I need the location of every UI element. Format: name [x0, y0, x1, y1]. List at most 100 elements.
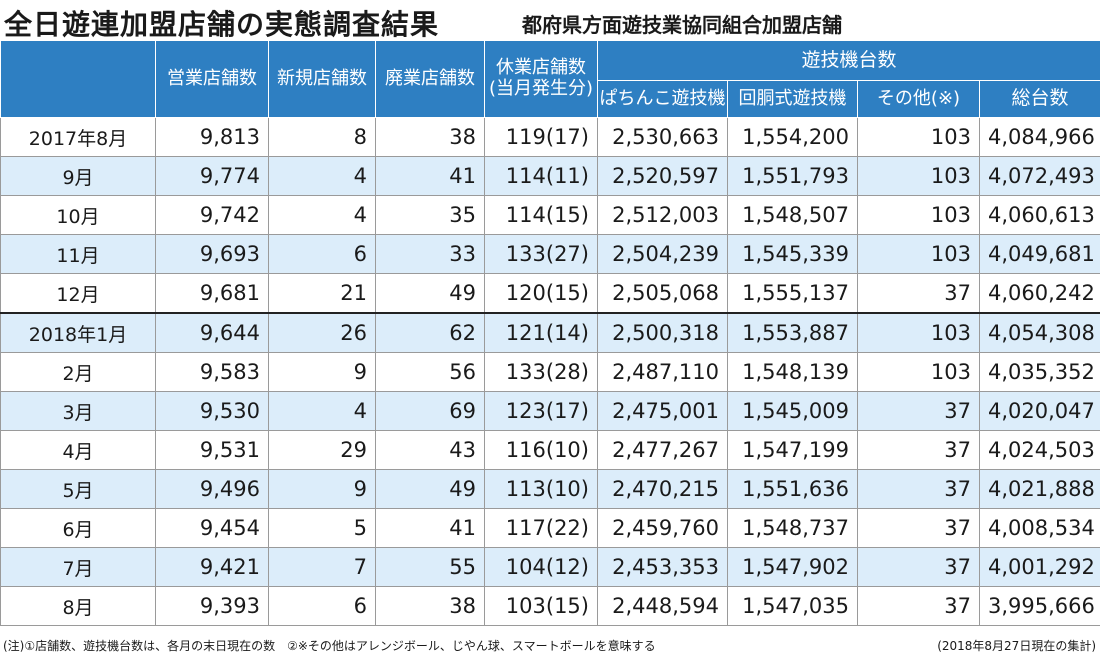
- cell-other: 37: [857, 469, 980, 509]
- cell-month: 6月: [0, 508, 156, 548]
- cell-slot: 1,548,737: [727, 508, 858, 548]
- table-row: 10月 9,742 4 35 114(15) 2,512,003 1,548,507 103 4…: [0, 195, 1100, 235]
- cell-slot: 1,553,887: [727, 312, 858, 353]
- cell-month: 3月: [0, 391, 156, 431]
- header-month: [0, 40, 156, 118]
- cell-month: 4月: [0, 430, 156, 470]
- cell-total: 4,060,242: [978, 273, 1100, 314]
- cell-new: 21: [268, 273, 376, 314]
- cell-other: 103: [857, 312, 980, 353]
- header: 全日遊連加盟店舗の実態調査結果 都府県方面遊技業協同組合加盟店舗: [0, 0, 1100, 41]
- table-row: 2017年8月 9,813 8 38 119(17) 2,530,663 1,554,200…: [0, 117, 1100, 157]
- cell-business: 9,693: [155, 234, 269, 274]
- cell-business: 9,393: [155, 586, 269, 626]
- header-suspended-line1: 休業店舗数: [496, 57, 586, 79]
- cell-new: 6: [268, 586, 376, 626]
- cell-business: 9,681: [155, 273, 269, 314]
- cell-new: 9: [268, 352, 376, 392]
- table-row: 6月 9,454 5 41 117(22) 2,459,760 1,548,737 37 4,0…: [0, 508, 1100, 548]
- cell-closed: 41: [375, 156, 485, 196]
- header-machines-group: 遊技機台数: [596, 40, 1100, 81]
- header-suspended-stores: 休業店舗数 (当月発生分): [484, 40, 598, 118]
- cell-closed: 38: [375, 117, 485, 157]
- cell-pachinko: 2,470,215: [597, 469, 728, 509]
- cell-total: 4,049,681: [978, 234, 1100, 274]
- cell-business: 9,774: [155, 156, 269, 196]
- cell-new: 4: [268, 156, 376, 196]
- cell-total: 4,024,503: [978, 430, 1100, 470]
- cell-closed: 56: [375, 352, 485, 392]
- cell-pachinko: 2,459,760: [597, 508, 728, 548]
- cell-slot: 1,548,139: [727, 352, 858, 392]
- cell-suspended: 116(10): [484, 430, 598, 470]
- cell-pachinko: 2,453,353: [597, 547, 728, 587]
- cell-business: 9,742: [155, 195, 269, 235]
- cell-closed: 38: [375, 586, 485, 626]
- cell-suspended: 119(17): [484, 117, 598, 157]
- cell-total: 4,035,352: [978, 352, 1100, 392]
- cell-month: 9月: [0, 156, 156, 196]
- table-row: 2018年1月 9,644 26 62 121(14) 2,500,318 1,553,88…: [0, 312, 1100, 353]
- cell-new: 26: [268, 312, 376, 353]
- cell-closed: 33: [375, 234, 485, 274]
- cell-other: 37: [857, 391, 980, 431]
- cell-new: 6: [268, 234, 376, 274]
- cell-pachinko: 2,520,597: [597, 156, 728, 196]
- cell-other: 103: [857, 156, 980, 196]
- header-new-stores: 新規店舗数: [268, 40, 376, 118]
- cell-slot: 1,554,200: [727, 117, 858, 157]
- table-row: 4月 9,531 29 43 116(10) 2,477,267 1,547,199 37 4,…: [0, 430, 1100, 470]
- cell-business: 9,421: [155, 547, 269, 587]
- cell-closed: 43: [375, 430, 485, 470]
- cell-business: 9,813: [155, 117, 269, 157]
- cell-slot: 1,547,902: [727, 547, 858, 587]
- cell-other: 103: [857, 234, 980, 274]
- cell-other: 37: [857, 273, 980, 314]
- cell-suspended: 121(14): [484, 312, 598, 353]
- footnote: (注)①店舗数、遊技機台数は、各月の末日現在の数 ②※その他はアレンジボール、じ…: [3, 639, 656, 653]
- cell-total: 4,008,534: [978, 508, 1100, 548]
- cell-pachinko: 2,475,001: [597, 391, 728, 431]
- cell-suspended: 104(12): [484, 547, 598, 587]
- cell-other: 37: [857, 508, 980, 548]
- table-row: 5月 9,496 9 49 113(10) 2,470,215 1,551,636 37 4,0…: [0, 469, 1100, 509]
- cell-slot: 1,545,339: [727, 234, 858, 274]
- cell-business: 9,454: [155, 508, 269, 548]
- cell-total: 4,060,613: [978, 195, 1100, 235]
- header-suspended-line2: (当月発生分): [488, 78, 594, 99]
- cell-other: 103: [857, 117, 980, 157]
- cell-pachinko: 2,477,267: [597, 430, 728, 470]
- cell-pachinko: 2,487,110: [597, 352, 728, 392]
- table-row: 7月 9,421 7 55 104(12) 2,453,353 1,547,902 37 4,0…: [0, 547, 1100, 587]
- cell-new: 5: [268, 508, 376, 548]
- cell-new: 4: [268, 391, 376, 431]
- cell-other: 103: [857, 352, 980, 392]
- table-row: 11月 9,693 6 33 133(27) 2,504,239 1,545,339 103 4…: [0, 234, 1100, 274]
- cell-other: 37: [857, 430, 980, 470]
- header-total: 総台数: [978, 80, 1100, 118]
- survey-table: 営業店舗数 新規店舗数 廃業店舗数 休業店舗数 (当月発生分) 遊技機台数 ぱちん…: [0, 40, 1100, 626]
- header-slot: 回胴式遊技機: [727, 80, 858, 118]
- cell-closed: 35: [375, 195, 485, 235]
- cell-suspended: 114(15): [484, 195, 598, 235]
- cell-slot: 1,551,793: [727, 156, 858, 196]
- cell-slot: 1,548,507: [727, 195, 858, 235]
- cell-new: 7: [268, 547, 376, 587]
- cell-suspended: 133(27): [484, 234, 598, 274]
- cell-slot: 1,547,035: [727, 586, 858, 626]
- cell-month: 10月: [0, 195, 156, 235]
- table-row: 3月 9,530 4 69 123(17) 2,475,001 1,545,009 37 4,0…: [0, 391, 1100, 431]
- cell-month: 7月: [0, 547, 156, 587]
- cell-closed: 41: [375, 508, 485, 548]
- cell-business: 9,496: [155, 469, 269, 509]
- cell-other: 37: [857, 586, 980, 626]
- cell-suspended: 103(15): [484, 586, 598, 626]
- cell-month: 2017年8月: [0, 117, 156, 157]
- cell-closed: 49: [375, 273, 485, 314]
- table-row: 8月 9,393 6 38 103(15) 2,448,594 1,547,035 37 3,9…: [0, 586, 1100, 626]
- header-business-stores: 営業店舗数: [155, 40, 269, 118]
- table-row: 2月 9,583 9 56 133(28) 2,487,110 1,548,139 103 4,…: [0, 352, 1100, 392]
- table-body: 2017年8月 9,813 8 38 119(17) 2,530,663 1,554,200…: [0, 117, 1100, 626]
- cell-pachinko: 2,504,239: [597, 234, 728, 274]
- cell-slot: 1,551,636: [727, 469, 858, 509]
